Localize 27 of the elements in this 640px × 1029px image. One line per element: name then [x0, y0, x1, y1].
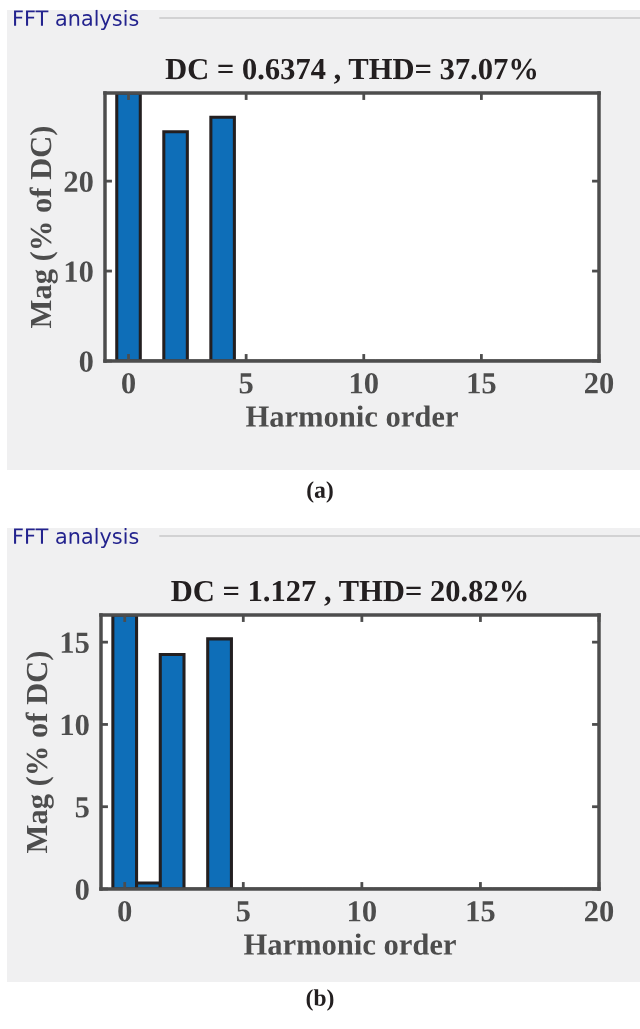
text: (b): [306, 989, 334, 1011]
x-tick-label: 10: [349, 900, 376, 922]
y-axis-title: Mag (% of DC): [25, 651, 54, 853]
text: (a): [307, 481, 333, 503]
x-axis-title: Harmonic order: [244, 933, 456, 955]
x-tick-label: 0: [122, 372, 135, 394]
y-tick-label: 0: [75, 879, 89, 900]
text: FFT analysis: [14, 527, 139, 549]
chart-title: DC = 0.6374 , THD= 37.07%: [165, 58, 537, 84]
y-tick-label: 15: [61, 632, 89, 654]
x-tick-label: 20: [585, 900, 614, 922]
x-tick-label: 15: [467, 901, 495, 922]
x-tick-label: 20: [585, 372, 614, 394]
x-tick-label: 10: [350, 372, 378, 394]
y-tick-label: 5: [75, 797, 89, 818]
y-axis-title: Mag (% of DC): [29, 126, 58, 328]
y-tick-label: 0: [79, 351, 93, 372]
x-tick-label: 0: [118, 900, 132, 922]
x-tick-label: 15: [468, 373, 496, 394]
y-tick-label: 10: [61, 714, 89, 736]
y-tick-label: 20: [64, 171, 93, 193]
x-tick-label: 5: [236, 901, 250, 922]
y-tick-label: 10: [65, 261, 93, 282]
x-axis-title: Harmonic order: [246, 405, 458, 427]
text: FFT analysis: [14, 9, 139, 31]
x-tick-label: 5: [239, 373, 253, 394]
chart-title: DC = 1.127 , THD= 20.82%: [171, 580, 527, 606]
